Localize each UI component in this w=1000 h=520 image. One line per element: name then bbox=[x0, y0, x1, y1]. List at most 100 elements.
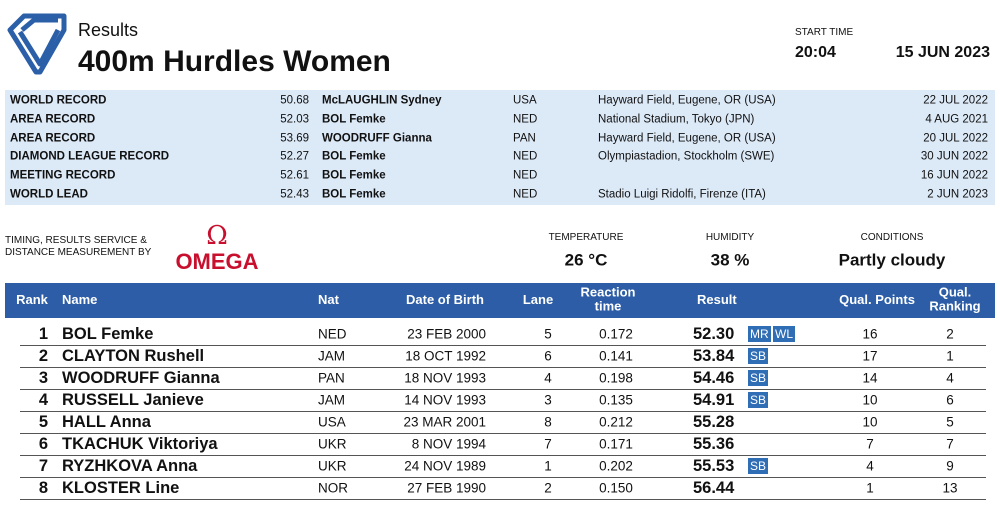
row-separator bbox=[20, 411, 986, 412]
qual-points: 1 bbox=[866, 480, 874, 496]
record-athlete: BOL Femke bbox=[322, 150, 386, 163]
record-athlete: BOL Femke bbox=[322, 188, 386, 201]
record-date: 20 JUL 2022 bbox=[923, 131, 988, 144]
athlete-name: CLAYTON Rushell bbox=[62, 346, 205, 365]
qual-ranking: 2 bbox=[946, 326, 954, 342]
record-label: WORLD LEAD bbox=[10, 188, 88, 201]
rank: 5 bbox=[38, 412, 48, 431]
record-nat: NED bbox=[513, 169, 538, 182]
result: 55.53 bbox=[693, 456, 735, 475]
qual-points: 10 bbox=[862, 414, 878, 430]
rank: 8 bbox=[38, 478, 48, 497]
athlete-name: TKACHUK Viktoriya bbox=[62, 434, 218, 453]
reaction-time: 0.150 bbox=[599, 480, 633, 496]
record-badge: SB bbox=[748, 348, 769, 364]
omega-text: OMEGA bbox=[175, 249, 259, 274]
column-header: Nat bbox=[318, 291, 339, 307]
record-badge: SB bbox=[748, 370, 769, 386]
condition-value: 38 % bbox=[710, 250, 750, 270]
column-header: Lane bbox=[522, 291, 554, 307]
column-header: Rank bbox=[16, 291, 48, 307]
qual-ranking: 6 bbox=[946, 392, 954, 408]
record-label: AREA RECORD bbox=[10, 113, 96, 126]
reaction-time: 0.172 bbox=[599, 326, 633, 342]
condition-label: HUMIDITY bbox=[705, 232, 755, 243]
row-separator bbox=[20, 389, 986, 390]
rank: 4 bbox=[38, 390, 48, 409]
date-of-birth: 14 NOV 1993 bbox=[404, 392, 486, 408]
qual-points: 14 bbox=[862, 370, 878, 386]
record-venue: National Stadium, Tokyo (JPN) bbox=[598, 113, 755, 126]
rank: 2 bbox=[38, 346, 48, 365]
record-venue: Hayward Field, Eugene, OR (USA) bbox=[598, 94, 776, 107]
nat: NOR bbox=[318, 480, 348, 496]
qual-ranking: 4 bbox=[946, 370, 954, 386]
column-header: Qual. Points bbox=[839, 291, 915, 307]
athlete-name: WOODRUFF Gianna bbox=[62, 368, 220, 387]
record-label: WORLD RECORD bbox=[10, 94, 107, 107]
date-of-birth: 27 FEB 1990 bbox=[407, 480, 486, 496]
record-mark: 53.69 bbox=[280, 131, 309, 144]
nat: UKR bbox=[318, 436, 347, 452]
row-separator bbox=[20, 433, 986, 434]
record-date: 16 JUN 2022 bbox=[920, 169, 988, 182]
date: 15 JUN 2023 bbox=[895, 44, 990, 61]
record-athlete: McLAUGHLIN Sydney bbox=[322, 94, 442, 107]
record-date: 30 JUN 2022 bbox=[920, 150, 988, 163]
lane: 2 bbox=[544, 480, 552, 496]
diamond-logo bbox=[7, 13, 67, 75]
column-header: Name bbox=[62, 291, 98, 307]
record-mark: 52.27 bbox=[280, 150, 309, 163]
athlete-name: HALL Anna bbox=[62, 412, 151, 431]
table-header-bar bbox=[5, 283, 995, 318]
qual-points: 7 bbox=[866, 436, 874, 452]
record-venue: Stadio Luigi Ridolfi, Firenze (ITA) bbox=[598, 188, 766, 201]
subtitle: Results bbox=[78, 20, 139, 40]
record-mark: 50.68 bbox=[280, 94, 309, 107]
nat: PAN bbox=[318, 370, 345, 386]
result: 56.44 bbox=[693, 478, 735, 497]
result: 54.46 bbox=[693, 368, 735, 387]
row-separator bbox=[20, 499, 986, 500]
record-nat: PAN bbox=[513, 131, 536, 144]
result: 55.28 bbox=[693, 412, 735, 431]
record-nat: NED bbox=[513, 150, 538, 163]
qual-ranking: 5 bbox=[946, 414, 954, 430]
qual-points: 4 bbox=[866, 458, 874, 474]
record-label: DIAMOND LEAGUE RECORD bbox=[10, 150, 170, 163]
condition-value: 26 °C bbox=[564, 250, 608, 270]
lane: 6 bbox=[544, 348, 552, 364]
date-of-birth: 24 NOV 1989 bbox=[404, 458, 486, 474]
record-badge: WL bbox=[773, 326, 795, 342]
column-header: Date of Birth bbox=[406, 291, 484, 307]
qual-points: 16 bbox=[862, 326, 878, 342]
record-athlete: BOL Femke bbox=[322, 169, 386, 182]
date-of-birth: 18 OCT 1992 bbox=[405, 348, 486, 364]
record-mark: 52.61 bbox=[280, 169, 309, 182]
record-venue: Hayward Field, Eugene, OR (USA) bbox=[598, 131, 776, 144]
record-nat: USA bbox=[513, 94, 537, 107]
record-label: MEETING RECORD bbox=[10, 169, 116, 182]
nat: NED bbox=[318, 326, 347, 342]
athlete-name: KLOSTER Line bbox=[62, 478, 180, 497]
date-of-birth: 18 NOV 1993 bbox=[404, 370, 486, 386]
rank: 1 bbox=[38, 324, 48, 343]
date-of-birth: 23 FEB 2000 bbox=[407, 326, 486, 342]
column-header: Qual. Ranking bbox=[929, 284, 981, 314]
qual-ranking: 7 bbox=[946, 436, 954, 452]
column-header: Reaction time bbox=[580, 284, 636, 314]
reaction-time: 0.135 bbox=[599, 392, 633, 408]
result: 54.91 bbox=[693, 390, 735, 409]
record-venue: Olympiastadion, Stockholm (SWE) bbox=[598, 150, 775, 163]
nat: JAM bbox=[318, 348, 345, 364]
athlete-name: RUSSELL Janieve bbox=[62, 390, 204, 409]
rank: 7 bbox=[38, 456, 48, 475]
record-nat: NED bbox=[513, 113, 538, 126]
row-separator bbox=[20, 455, 986, 456]
start-time-label: START TIME bbox=[795, 27, 854, 38]
lane: 4 bbox=[544, 370, 552, 386]
record-badge: SB bbox=[748, 392, 769, 408]
date-of-birth: 8 NOV 1994 bbox=[411, 436, 486, 452]
athlete-name: RYZHKOVA Anna bbox=[62, 456, 198, 475]
